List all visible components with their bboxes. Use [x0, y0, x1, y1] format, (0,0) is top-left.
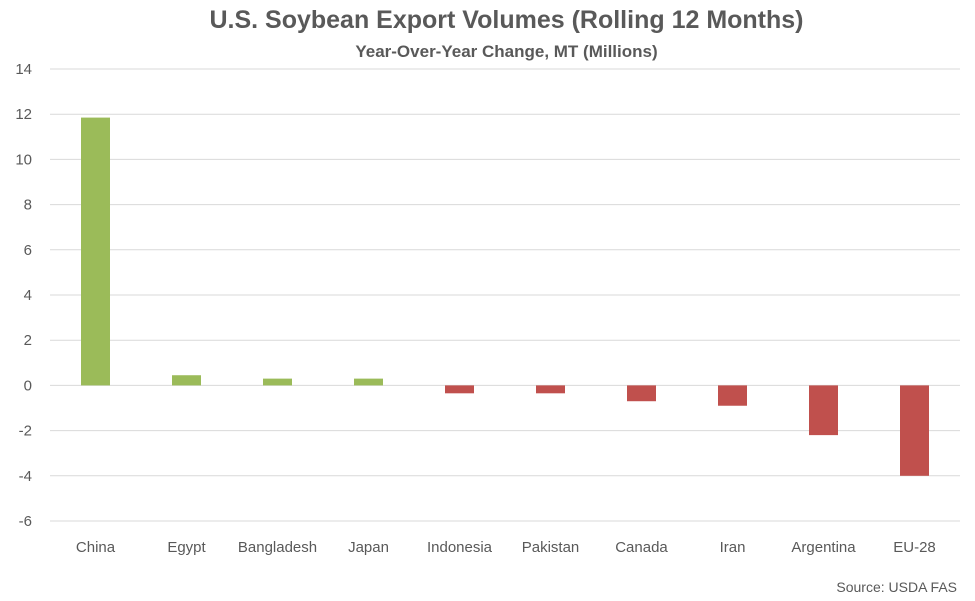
bar-indonesia: [445, 385, 474, 394]
x-tick-label: China: [76, 539, 116, 556]
source-note: Source: USDA FAS: [836, 579, 957, 595]
bar-iran: [718, 385, 747, 406]
bar-egypt: [172, 375, 201, 386]
bar-canada: [627, 385, 656, 402]
bars: [81, 117, 929, 476]
x-tick-label: Argentina: [791, 539, 856, 556]
bar-china: [81, 117, 110, 386]
y-tick-label: -6: [19, 513, 32, 530]
y-tick-label: 12: [15, 106, 32, 123]
y-tick-label: -4: [19, 468, 32, 485]
x-tick-label: Egypt: [167, 539, 206, 556]
y-tick-label: 14: [15, 61, 32, 78]
bar-pakistan: [536, 385, 565, 394]
y-tick-label: -2: [19, 423, 32, 440]
y-tick-label: 10: [15, 151, 32, 168]
x-tick-label: Pakistan: [522, 539, 580, 556]
x-tick-label: EU-28: [893, 539, 936, 556]
bar-bangladesh: [263, 378, 292, 386]
x-axis-tick-labels: China Egypt Bangladesh Japan Indonesia Pakist…: [76, 539, 936, 556]
y-tick-label: 2: [24, 332, 32, 349]
gridlines: [50, 68, 960, 522]
y-tick-label: 6: [24, 242, 32, 259]
x-tick-label: Japan: [348, 539, 389, 556]
bar-japan: [354, 378, 383, 386]
y-tick-label: 8: [24, 197, 32, 214]
chart-subtitle: Year-Over-Year Change, MT (Millions): [355, 42, 658, 61]
x-tick-label: Bangladesh: [238, 539, 317, 556]
y-tick-label: 4: [24, 287, 32, 304]
y-axis-tick-labels: 14 12 10 8 6 4 2 0 -2 -4 -6: [15, 61, 32, 530]
x-tick-label: Indonesia: [427, 539, 493, 556]
chart-title: U.S. Soybean Export Volumes (Rolling 12 …: [209, 6, 804, 34]
bar-eu-28: [900, 385, 929, 476]
x-tick-label: Canada: [615, 539, 668, 556]
x-tick-label: Iran: [720, 539, 746, 556]
y-tick-label: 0: [24, 377, 32, 394]
bar-argentina: [809, 385, 838, 436]
